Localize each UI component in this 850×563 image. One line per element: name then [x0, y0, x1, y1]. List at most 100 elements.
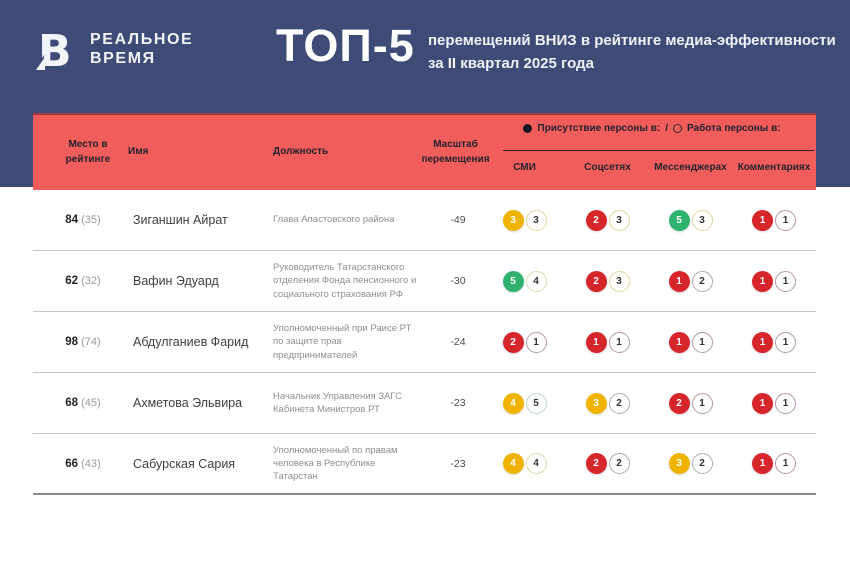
work-score-badge: 5: [525, 392, 547, 414]
movement-scale: -24: [450, 336, 466, 348]
person-name: Сабурская Сария: [133, 456, 236, 471]
rank-previous: (45): [81, 397, 101, 409]
presence-score-badge: 2: [668, 392, 690, 414]
movement-scale: -23: [450, 457, 466, 470]
work-score-badge: 1: [775, 209, 796, 231]
movement-scale: -49: [450, 214, 466, 226]
rank-previous: (43): [81, 457, 101, 470]
column-header-rank: Место в рейтинге: [65, 139, 111, 165]
table-header-panel: Место в рейтинге Имя Должность Масштаб п…: [33, 113, 816, 190]
work-score-badge: 3: [691, 209, 713, 231]
work-score-badge: 1: [775, 392, 796, 414]
work-score-badge: 1: [608, 331, 630, 353]
work-score-badge: 4: [525, 270, 547, 292]
movement-scale: -23: [450, 397, 466, 409]
rank-previous: (35): [81, 214, 101, 226]
rank-current: 66: [65, 457, 79, 470]
person-name: Абдулганиев Фарид: [133, 335, 249, 349]
table-row: 62 (32) Вафин Эдуард Руководитель Татарста…: [33, 251, 816, 312]
column-header-position: Должность: [273, 146, 329, 157]
column-header-smi: СМИ: [513, 162, 536, 173]
person-name: Ахметова Эльвира: [133, 396, 243, 410]
presence-score-badge: 3: [585, 392, 607, 414]
person-position: Уполномоченный по правам человека в Респ…: [273, 444, 398, 483]
work-score-badge: 1: [691, 392, 713, 414]
rank-current: 98: [65, 336, 79, 348]
brand-name-line1: РЕАЛЬНОЕ: [90, 31, 194, 49]
rank-current: 68: [65, 397, 79, 409]
brand: В РЕАЛЬНОЕ ВРЕМЯ: [34, 26, 193, 74]
page-title: ТОП-5: [276, 20, 415, 71]
rank-cell: 84 (35): [33, 214, 133, 226]
presence-score-badge: 2: [585, 270, 607, 292]
work-score-badge: 2: [608, 392, 630, 414]
work-score-badge: 4: [525, 453, 547, 474]
work-score-badge: 3: [608, 270, 630, 292]
rank-cell: 98 (74): [33, 336, 133, 348]
channel-headers: СМИ Соцсетях Мессенджерах Комментариях: [483, 162, 816, 173]
person-name: Зиганшин Айрат: [133, 213, 228, 227]
person-position: Уполномоченный при Раисе РТ по защите пр…: [273, 323, 412, 361]
work-dot-icon: [672, 124, 682, 133]
presence-score-badge: 1: [668, 331, 690, 353]
score-legend: Присутствие персоны в: / Работа персоны …: [488, 123, 816, 134]
presence-score-badge: 1: [752, 392, 773, 414]
presence-score-badge: 3: [502, 209, 524, 231]
person-name: Вафин Эдуард: [133, 274, 219, 288]
rank-current: 62: [65, 275, 79, 287]
movement-scale: -30: [450, 275, 466, 287]
rank-cell: 66 (43): [33, 458, 133, 470]
work-score-badge: 3: [525, 209, 547, 231]
presence-score-badge: 1: [585, 331, 607, 353]
column-header-comments: Комментариях: [737, 162, 811, 173]
presence-dot-icon: [523, 124, 533, 133]
presence-score-badge: 1: [752, 209, 773, 231]
work-score-badge: 2: [691, 453, 713, 474]
person-position: Глава Апастовского района: [273, 214, 395, 226]
presence-score-badge: 1: [752, 270, 773, 292]
work-score-badge: 3: [608, 209, 630, 231]
table-row: 84 (35) Зиганшин Айрат Глава Апастовского …: [33, 190, 816, 251]
work-score-badge: 1: [775, 453, 796, 474]
presence-score-badge: 4: [502, 453, 524, 474]
column-header-socseti: Соцсетях: [584, 162, 631, 173]
presence-score-badge: 5: [502, 270, 524, 292]
column-header-name: Имя: [128, 146, 149, 157]
brand-name: РЕАЛЬНОЕ ВРЕМЯ: [90, 31, 193, 69]
work-score-badge: 1: [691, 331, 713, 353]
realnoe-vremya-logo-icon: В: [35, 26, 72, 74]
page-subtitle: перемещений ВНИЗ в рейтинге медиа-эффект…: [428, 32, 836, 73]
person-position: Начальник Управления ЗАГС Кабинета Минис…: [273, 390, 402, 415]
presence-score-badge: 1: [752, 453, 773, 474]
presence-score-badge: 1: [668, 270, 690, 292]
presence-score-badge: 1: [752, 331, 773, 353]
presence-score-badge: 2: [502, 331, 524, 353]
presence-score-badge: 4: [502, 392, 524, 414]
legend-work-label: Работа персоны в:: [686, 123, 781, 134]
legend-divider: [503, 150, 814, 151]
table-row: 98 (74) Абдулганиев Фарид Уполномоченный п…: [33, 312, 816, 373]
presence-score-badge: 2: [585, 209, 607, 231]
table-row: 68 (45) Ахметова Эльвира Начальник Управле…: [33, 373, 816, 434]
presence-score-badge: 2: [585, 453, 607, 474]
work-score-badge: 2: [691, 270, 713, 292]
legend-separator: /: [665, 123, 668, 134]
presence-score-badge: 5: [668, 209, 690, 231]
rank-previous: (32): [81, 275, 101, 287]
work-score-badge: 1: [775, 331, 796, 353]
